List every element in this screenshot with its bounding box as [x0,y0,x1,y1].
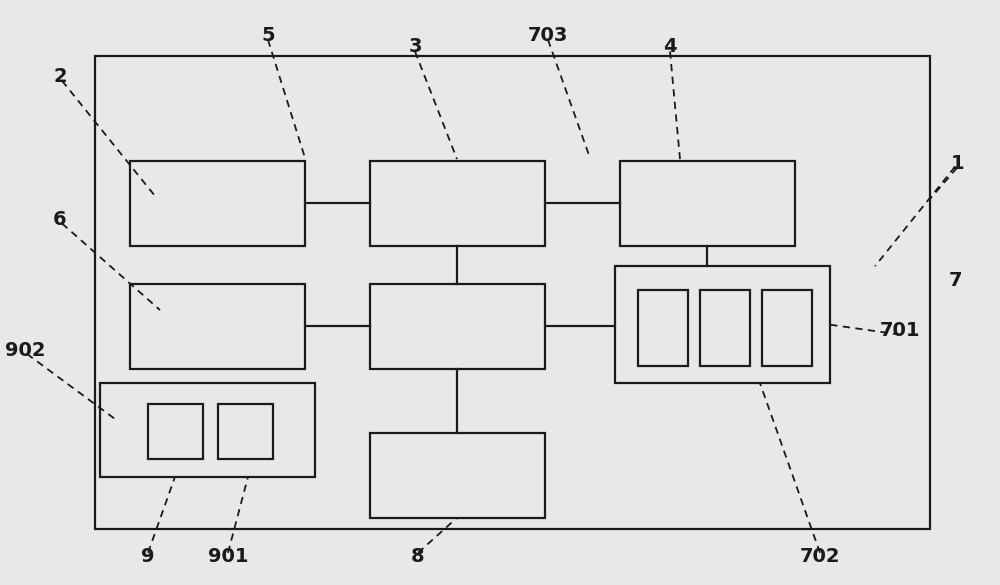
Text: 901: 901 [208,548,248,566]
Bar [100,383,315,477]
Text: 703: 703 [528,26,568,44]
Text: 5: 5 [261,26,275,44]
Text: 1: 1 [951,154,965,173]
Bar [615,266,830,383]
Bar [620,161,795,246]
Text: 8: 8 [411,548,425,566]
Text: 3: 3 [408,37,422,56]
Bar [370,433,545,518]
Bar [370,161,545,246]
Text: 7: 7 [948,271,962,290]
Bar [700,290,750,366]
Bar [148,404,203,459]
Bar [95,56,930,529]
Text: 4: 4 [663,37,677,56]
Text: 9: 9 [141,548,155,566]
Bar [762,290,812,366]
Bar [218,404,273,459]
Bar [130,161,305,246]
Bar [370,284,545,369]
Bar [638,290,688,366]
Text: 701: 701 [880,321,920,340]
Text: 6: 6 [53,210,67,229]
Bar [130,284,305,369]
Text: 902: 902 [5,342,45,360]
Text: 702: 702 [800,548,840,566]
Text: 2: 2 [53,67,67,85]
